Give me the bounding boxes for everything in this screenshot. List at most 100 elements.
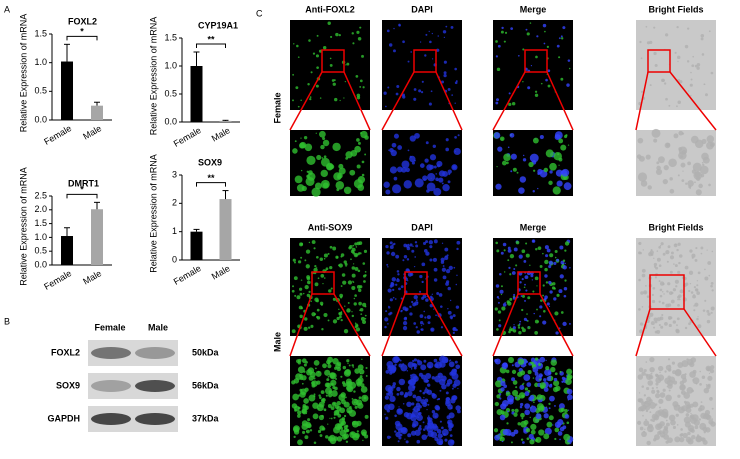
cell <box>402 325 408 331</box>
cell <box>638 392 641 394</box>
cell <box>638 367 644 373</box>
cell <box>316 154 322 161</box>
cell <box>393 27 395 30</box>
cell <box>402 403 405 405</box>
cell <box>409 312 413 316</box>
cell <box>554 134 561 141</box>
cell <box>651 389 656 394</box>
cell <box>423 310 426 313</box>
cell <box>423 178 426 181</box>
cell <box>512 167 517 172</box>
cell <box>314 282 319 287</box>
cell <box>315 54 320 58</box>
cell <box>655 168 663 176</box>
cell <box>546 302 550 306</box>
x-tick-label: Female <box>42 268 73 292</box>
cell <box>437 372 443 378</box>
cell <box>567 144 570 146</box>
cell <box>457 134 460 137</box>
cell <box>677 362 684 368</box>
cell <box>310 300 312 303</box>
cell <box>659 392 666 398</box>
cell <box>338 308 340 311</box>
cell <box>365 366 368 370</box>
cell <box>670 291 674 295</box>
cell <box>317 277 320 280</box>
cell <box>508 102 512 107</box>
cell <box>319 301 324 306</box>
cell <box>537 168 543 175</box>
cell <box>501 440 504 443</box>
cell <box>515 240 520 245</box>
cell <box>391 277 397 282</box>
cell <box>341 273 346 277</box>
cell <box>685 182 688 185</box>
cell <box>329 417 331 420</box>
cell <box>304 317 308 321</box>
cell <box>406 401 412 407</box>
cell <box>351 420 359 428</box>
cell <box>566 83 570 87</box>
cell <box>319 434 323 437</box>
cell <box>411 423 417 428</box>
cell <box>436 438 444 445</box>
cell <box>321 328 324 331</box>
cell <box>651 299 656 304</box>
cell <box>343 401 350 408</box>
cell <box>661 313 664 317</box>
cell <box>317 408 320 410</box>
cell <box>316 34 319 37</box>
cell <box>426 383 431 387</box>
cell <box>314 265 317 268</box>
cell <box>539 315 542 318</box>
cell <box>359 79 363 83</box>
cell <box>495 284 500 288</box>
cell <box>508 433 512 436</box>
cell <box>323 408 327 412</box>
cell <box>384 325 387 329</box>
column-header: Merge <box>520 222 547 232</box>
cell <box>690 291 694 294</box>
cell <box>641 273 646 278</box>
cell <box>406 258 410 261</box>
cell <box>645 373 649 377</box>
lane-label: Female <box>94 322 125 332</box>
cell <box>521 278 524 281</box>
cell <box>661 78 665 83</box>
cell <box>416 439 421 444</box>
cell <box>409 155 416 163</box>
cell <box>554 404 556 407</box>
cell <box>499 136 505 142</box>
cell <box>329 245 333 249</box>
cell <box>430 327 435 332</box>
y-axis-label: Relative Expression of mRNA <box>148 154 158 273</box>
cell <box>342 280 347 285</box>
cell <box>529 439 535 445</box>
cell <box>687 27 690 30</box>
cell <box>514 408 519 413</box>
cell <box>443 71 447 75</box>
cell <box>323 253 328 258</box>
cell <box>662 388 666 392</box>
cell <box>657 156 665 164</box>
cell <box>358 241 363 245</box>
cell <box>360 316 365 321</box>
cell <box>320 398 325 403</box>
cell <box>521 249 526 254</box>
cell <box>518 254 523 259</box>
cell <box>340 318 343 322</box>
cell <box>450 369 457 376</box>
cell <box>400 297 403 300</box>
cell <box>418 89 422 93</box>
cell <box>311 381 315 385</box>
cell <box>505 407 511 413</box>
cell <box>698 183 703 189</box>
cell <box>441 383 447 390</box>
cell <box>394 363 397 366</box>
cell <box>498 319 501 322</box>
cell <box>502 303 507 307</box>
cell <box>552 424 554 426</box>
cell <box>699 382 702 386</box>
cell <box>519 176 527 183</box>
cell <box>499 289 504 294</box>
